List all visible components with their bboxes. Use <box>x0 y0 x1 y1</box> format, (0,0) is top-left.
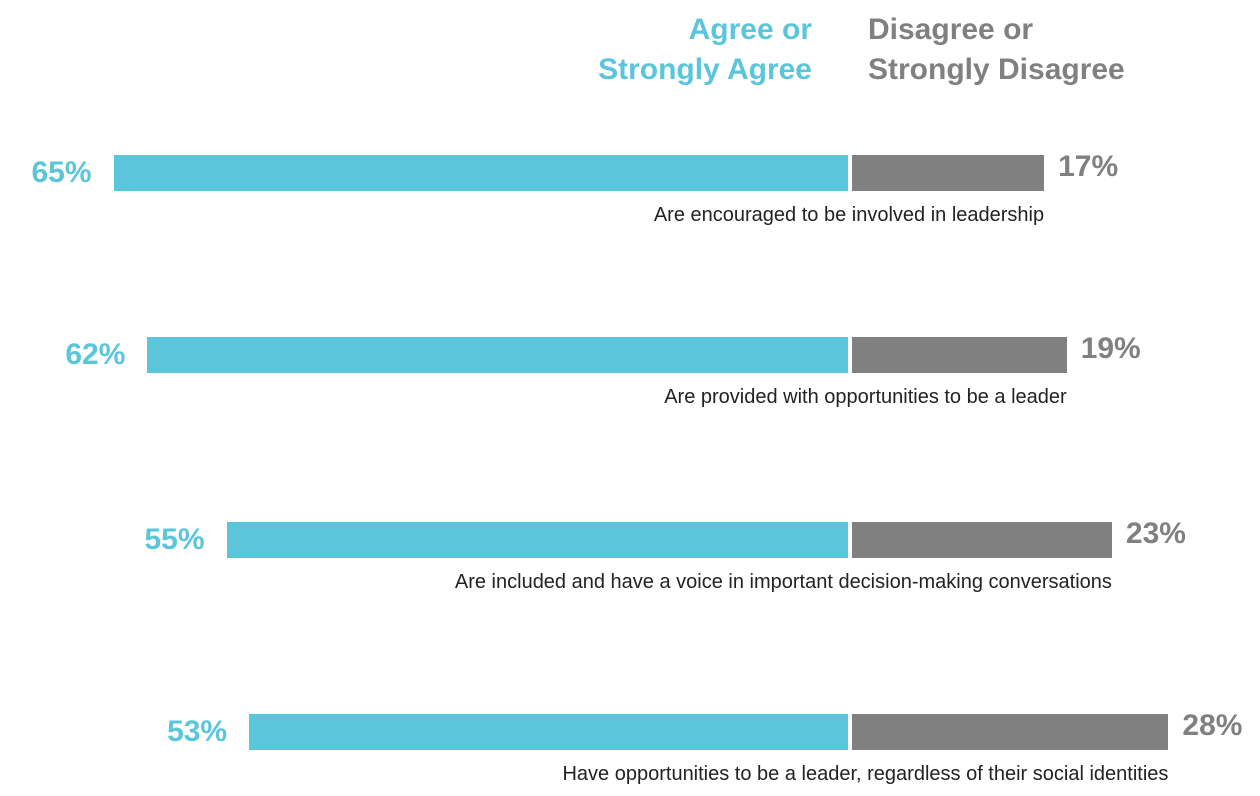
value-label-agree: 53% <box>167 715 228 748</box>
bar-disagree <box>852 522 1112 558</box>
bar-agree <box>249 714 848 750</box>
category-label: Are encouraged to be involved in leaders… <box>653 204 1045 226</box>
category-label: Are included and have a voice in importa… <box>454 571 1112 593</box>
bar-agree <box>147 337 848 373</box>
legend-disagree: Disagree or Strongly Disagree <box>868 13 1125 86</box>
value-label-disagree: 17% <box>1058 150 1119 183</box>
value-label-disagree: 19% <box>1080 332 1141 365</box>
category-label: Are provided with opportunities to be a … <box>664 386 1067 408</box>
bar-agree <box>226 522 848 558</box>
value-label-agree: 62% <box>65 338 126 371</box>
value-label-disagree: 28% <box>1182 709 1243 742</box>
bar-disagree <box>852 155 1045 191</box>
bar-agree <box>113 155 848 191</box>
bar-disagree <box>852 714 1169 750</box>
value-label-agree: 55% <box>144 523 205 556</box>
value-label-disagree: 23% <box>1125 517 1186 550</box>
category-label: Have opportunities to be a leader, regar… <box>562 763 1169 785</box>
bar-disagree <box>852 337 1067 373</box>
value-label-agree: 65% <box>31 156 92 189</box>
legend-agree: Agree or Strongly Agree <box>598 13 812 86</box>
